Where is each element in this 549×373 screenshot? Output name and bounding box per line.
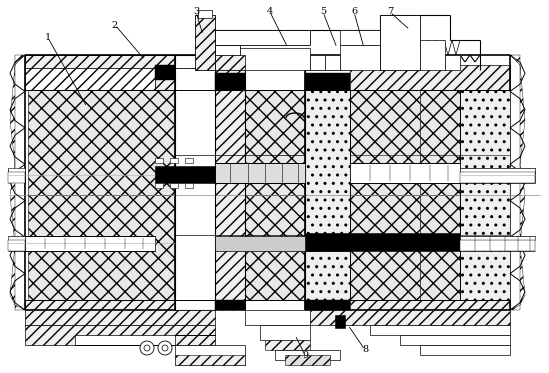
Polygon shape: [245, 310, 310, 325]
Polygon shape: [370, 325, 510, 335]
Polygon shape: [8, 172, 25, 183]
Text: 7: 7: [387, 7, 393, 16]
Circle shape: [158, 341, 172, 355]
Polygon shape: [175, 55, 215, 310]
Polygon shape: [10, 55, 25, 310]
Polygon shape: [310, 55, 325, 70]
Text: 3: 3: [193, 7, 199, 16]
Polygon shape: [350, 163, 460, 183]
Polygon shape: [8, 240, 25, 251]
Polygon shape: [245, 90, 305, 195]
Polygon shape: [155, 166, 215, 183]
Text: 8: 8: [362, 345, 368, 354]
Text: 4: 4: [267, 7, 273, 16]
Text: 1: 1: [45, 34, 51, 43]
Polygon shape: [155, 65, 175, 80]
Polygon shape: [240, 48, 310, 70]
Polygon shape: [215, 55, 245, 70]
Polygon shape: [25, 55, 175, 90]
Polygon shape: [175, 355, 245, 365]
Polygon shape: [175, 345, 245, 365]
Polygon shape: [195, 15, 215, 70]
Polygon shape: [340, 45, 380, 70]
Polygon shape: [185, 183, 193, 188]
Polygon shape: [245, 195, 305, 300]
Polygon shape: [420, 345, 510, 355]
Polygon shape: [350, 195, 420, 300]
Text: 6: 6: [351, 7, 357, 16]
Polygon shape: [215, 73, 245, 90]
Polygon shape: [275, 350, 340, 360]
Polygon shape: [8, 236, 25, 240]
Polygon shape: [510, 55, 525, 310]
Text: 9: 9: [302, 351, 308, 360]
Polygon shape: [25, 325, 215, 345]
Polygon shape: [25, 300, 175, 310]
Polygon shape: [25, 310, 215, 325]
Polygon shape: [305, 233, 460, 251]
Circle shape: [144, 345, 150, 351]
Polygon shape: [285, 355, 330, 365]
Polygon shape: [215, 30, 310, 45]
Polygon shape: [325, 55, 340, 70]
Polygon shape: [215, 45, 240, 70]
Polygon shape: [8, 168, 25, 172]
Polygon shape: [28, 90, 175, 195]
Polygon shape: [400, 335, 510, 345]
Polygon shape: [445, 55, 460, 70]
Polygon shape: [335, 315, 345, 328]
Polygon shape: [305, 65, 510, 90]
Polygon shape: [305, 300, 350, 310]
Circle shape: [140, 341, 154, 355]
Polygon shape: [420, 90, 510, 195]
Circle shape: [162, 345, 168, 351]
Polygon shape: [265, 340, 310, 350]
Polygon shape: [215, 236, 350, 251]
Polygon shape: [340, 30, 380, 45]
Polygon shape: [420, 195, 510, 300]
Polygon shape: [215, 55, 240, 68]
Polygon shape: [260, 325, 310, 340]
Polygon shape: [420, 40, 445, 70]
Polygon shape: [25, 55, 200, 68]
Polygon shape: [305, 70, 350, 310]
Polygon shape: [28, 195, 175, 300]
Polygon shape: [305, 90, 350, 300]
Bar: [198, 10, 212, 18]
Polygon shape: [460, 90, 510, 300]
Polygon shape: [215, 300, 245, 310]
Polygon shape: [460, 90, 510, 300]
Polygon shape: [305, 73, 350, 90]
Polygon shape: [170, 183, 178, 188]
Polygon shape: [215, 163, 305, 183]
Text: 2: 2: [112, 21, 118, 29]
Polygon shape: [155, 158, 163, 163]
Polygon shape: [155, 183, 163, 188]
Polygon shape: [350, 90, 420, 195]
Text: 5: 5: [320, 7, 326, 16]
Polygon shape: [380, 15, 420, 70]
Polygon shape: [460, 240, 535, 251]
Polygon shape: [305, 310, 510, 325]
Polygon shape: [170, 158, 178, 163]
Polygon shape: [460, 236, 535, 240]
Polygon shape: [215, 70, 245, 310]
Polygon shape: [25, 236, 155, 251]
Polygon shape: [155, 55, 175, 90]
Polygon shape: [305, 300, 510, 310]
Polygon shape: [460, 172, 535, 183]
Polygon shape: [185, 158, 193, 163]
Polygon shape: [460, 168, 535, 172]
Polygon shape: [25, 68, 155, 90]
